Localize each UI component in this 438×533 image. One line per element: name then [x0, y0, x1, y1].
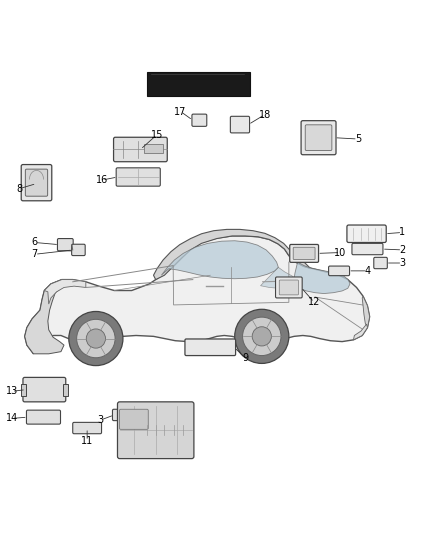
Text: 11: 11 — [81, 436, 93, 446]
FancyBboxPatch shape — [305, 125, 332, 151]
FancyBboxPatch shape — [72, 244, 85, 256]
Circle shape — [243, 317, 281, 356]
FancyBboxPatch shape — [57, 239, 73, 251]
FancyBboxPatch shape — [73, 422, 102, 434]
Polygon shape — [161, 241, 279, 279]
Polygon shape — [25, 236, 370, 354]
Bar — [21, 384, 26, 395]
Circle shape — [235, 309, 289, 364]
Text: 9: 9 — [242, 353, 248, 363]
Polygon shape — [25, 280, 73, 354]
FancyBboxPatch shape — [120, 409, 148, 430]
Circle shape — [77, 319, 115, 358]
FancyBboxPatch shape — [347, 225, 386, 243]
Polygon shape — [294, 262, 350, 294]
Circle shape — [86, 329, 106, 348]
Text: 2: 2 — [399, 245, 406, 255]
Polygon shape — [44, 280, 86, 304]
FancyBboxPatch shape — [25, 169, 48, 196]
Bar — [63, 384, 68, 395]
Text: 1: 1 — [399, 228, 406, 237]
FancyBboxPatch shape — [116, 168, 160, 186]
Text: 3: 3 — [97, 415, 103, 425]
Text: 18: 18 — [259, 110, 271, 119]
Text: 5: 5 — [355, 134, 361, 144]
Text: 13: 13 — [6, 386, 18, 397]
Polygon shape — [362, 296, 370, 328]
Polygon shape — [353, 324, 367, 340]
Text: 17: 17 — [174, 107, 187, 117]
FancyBboxPatch shape — [293, 247, 315, 260]
FancyBboxPatch shape — [374, 257, 387, 269]
Polygon shape — [153, 229, 311, 280]
Text: 4: 4 — [364, 266, 371, 276]
FancyBboxPatch shape — [185, 339, 236, 356]
FancyBboxPatch shape — [290, 245, 318, 262]
FancyBboxPatch shape — [113, 409, 125, 421]
FancyBboxPatch shape — [23, 377, 66, 402]
FancyBboxPatch shape — [301, 120, 336, 155]
Bar — [144, 144, 163, 154]
Text: 14: 14 — [6, 414, 18, 423]
FancyBboxPatch shape — [113, 138, 167, 161]
Text: 3: 3 — [399, 258, 406, 268]
Circle shape — [252, 327, 272, 346]
Text: 10: 10 — [334, 247, 346, 257]
Text: 7: 7 — [32, 249, 38, 259]
Circle shape — [69, 311, 123, 366]
Text: 8: 8 — [16, 184, 22, 194]
Polygon shape — [261, 268, 297, 288]
FancyBboxPatch shape — [328, 266, 350, 276]
Bar — [147, 72, 250, 96]
FancyBboxPatch shape — [230, 116, 250, 133]
FancyBboxPatch shape — [192, 114, 207, 126]
Text: 12: 12 — [308, 297, 320, 308]
FancyBboxPatch shape — [21, 165, 52, 201]
FancyBboxPatch shape — [279, 280, 298, 295]
FancyBboxPatch shape — [352, 244, 383, 255]
Text: 15: 15 — [151, 130, 163, 140]
Text: 16: 16 — [96, 175, 108, 185]
Text: 6: 6 — [32, 238, 38, 247]
FancyBboxPatch shape — [117, 402, 194, 458]
FancyBboxPatch shape — [276, 277, 302, 298]
FancyBboxPatch shape — [26, 410, 60, 424]
